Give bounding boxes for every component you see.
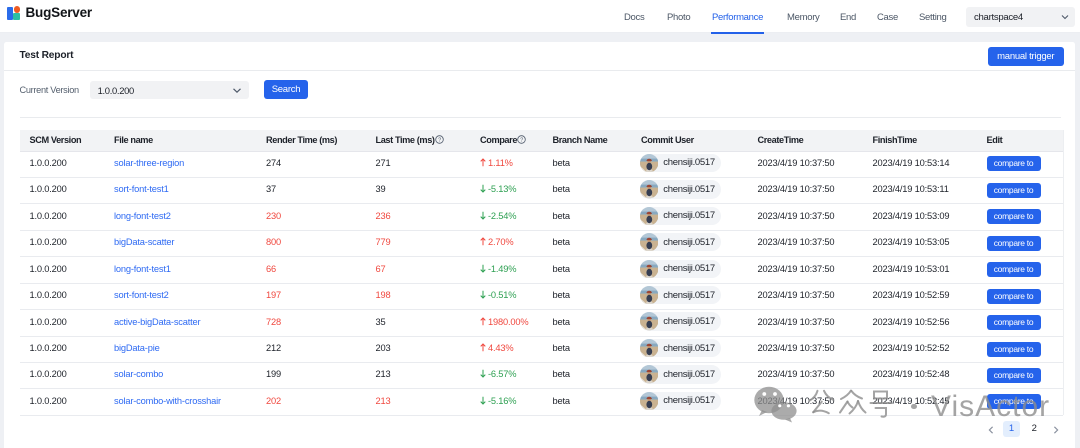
svg-text:?: ? (520, 138, 523, 144)
svg-text:?: ? (438, 138, 441, 144)
